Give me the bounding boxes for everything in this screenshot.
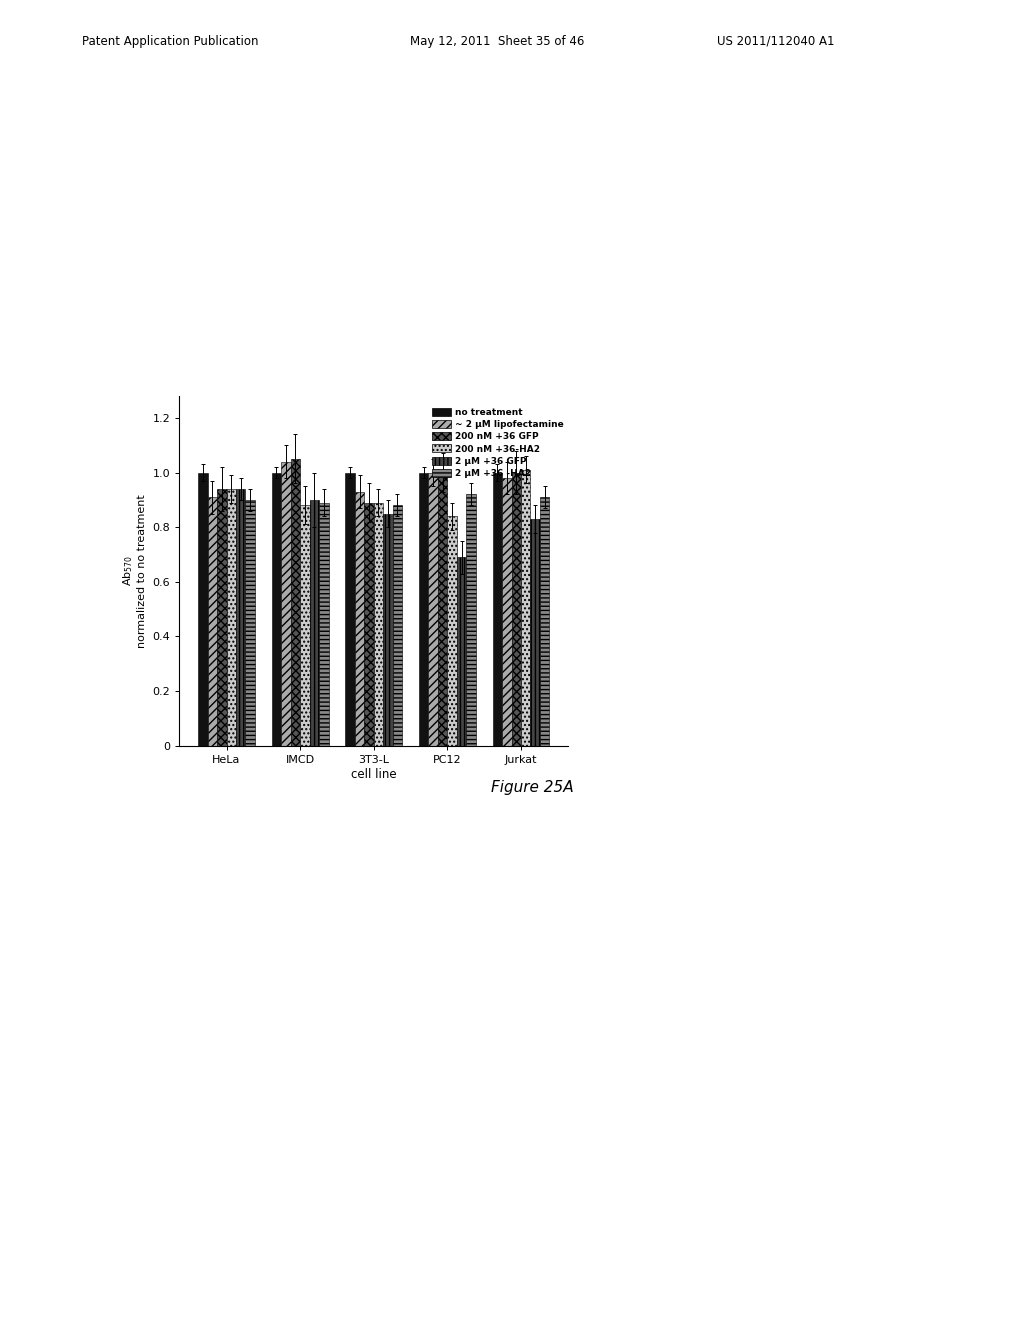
Bar xyxy=(521,470,530,746)
Bar xyxy=(428,473,438,746)
Bar xyxy=(365,503,374,746)
Bar xyxy=(419,473,428,746)
Bar xyxy=(208,498,217,746)
Bar xyxy=(530,519,540,746)
Text: May 12, 2011  Sheet 35 of 46: May 12, 2011 Sheet 35 of 46 xyxy=(410,34,584,48)
Bar xyxy=(355,491,365,746)
Bar xyxy=(291,459,300,746)
Bar xyxy=(309,500,319,746)
Bar xyxy=(438,473,447,746)
Bar xyxy=(282,462,291,746)
Bar xyxy=(512,473,521,746)
X-axis label: cell line: cell line xyxy=(351,768,396,780)
Text: Figure 25A: Figure 25A xyxy=(492,780,573,795)
Bar xyxy=(217,488,226,746)
Bar xyxy=(466,495,476,746)
Bar xyxy=(271,473,282,746)
Legend: no treatment, ~ 2 μM lipofectamine, 200 nM +36 GFP, 200 nM +36-HA2, 2 μM +36 GFP: no treatment, ~ 2 μM lipofectamine, 200 … xyxy=(432,408,564,478)
Bar xyxy=(236,488,246,746)
Bar xyxy=(392,506,402,746)
Bar xyxy=(345,473,355,746)
Text: US 2011/112040 A1: US 2011/112040 A1 xyxy=(717,34,835,48)
Bar xyxy=(374,503,383,746)
Y-axis label: Ab$_{570}$
normalized to no treatment: Ab$_{570}$ normalized to no treatment xyxy=(122,494,146,648)
Bar xyxy=(540,498,550,746)
Bar xyxy=(246,500,255,746)
Bar xyxy=(493,473,502,746)
Bar xyxy=(457,557,466,746)
Text: Patent Application Publication: Patent Application Publication xyxy=(82,34,258,48)
Bar xyxy=(447,516,457,746)
Bar xyxy=(383,513,392,746)
Bar xyxy=(319,503,329,746)
Bar xyxy=(226,488,236,746)
Bar xyxy=(502,478,512,746)
Bar xyxy=(300,506,309,746)
Bar xyxy=(198,473,208,746)
